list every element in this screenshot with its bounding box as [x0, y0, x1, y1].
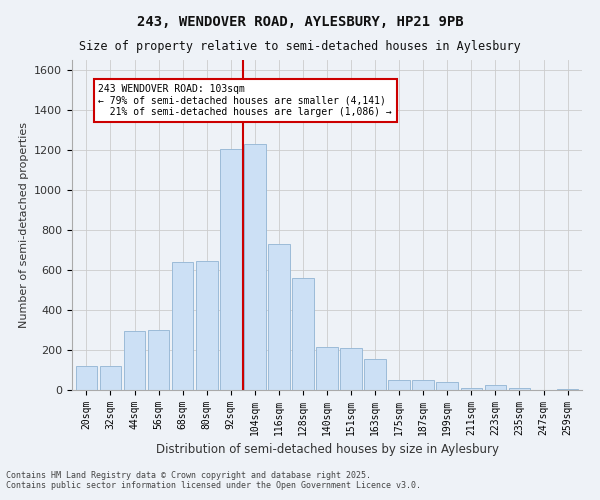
- Bar: [244, 144, 266, 390]
- Bar: [436, 382, 458, 390]
- Bar: [316, 347, 338, 390]
- Bar: [388, 380, 410, 390]
- Text: 243 WENDOVER ROAD: 103sqm
← 79% of semi-detached houses are smaller (4,141)
  21: 243 WENDOVER ROAD: 103sqm ← 79% of semi-…: [98, 84, 392, 117]
- Bar: [461, 388, 482, 390]
- Bar: [76, 366, 97, 390]
- Text: Contains HM Land Registry data © Crown copyright and database right 2025.
Contai: Contains HM Land Registry data © Crown c…: [6, 470, 421, 490]
- Bar: [292, 278, 314, 390]
- Bar: [196, 261, 218, 390]
- Bar: [364, 359, 386, 390]
- Bar: [220, 149, 242, 390]
- Bar: [412, 380, 434, 390]
- Bar: [557, 389, 578, 390]
- Bar: [124, 331, 145, 390]
- Y-axis label: Number of semi-detached properties: Number of semi-detached properties: [19, 122, 29, 328]
- Bar: [485, 385, 506, 390]
- X-axis label: Distribution of semi-detached houses by size in Aylesbury: Distribution of semi-detached houses by …: [155, 444, 499, 456]
- Bar: [340, 348, 362, 390]
- Bar: [100, 366, 121, 390]
- Bar: [148, 330, 169, 390]
- Text: 243, WENDOVER ROAD, AYLESBURY, HP21 9PB: 243, WENDOVER ROAD, AYLESBURY, HP21 9PB: [137, 15, 463, 29]
- Bar: [509, 388, 530, 390]
- Bar: [172, 262, 193, 390]
- Text: Size of property relative to semi-detached houses in Aylesbury: Size of property relative to semi-detach…: [79, 40, 521, 53]
- Bar: [268, 244, 290, 390]
